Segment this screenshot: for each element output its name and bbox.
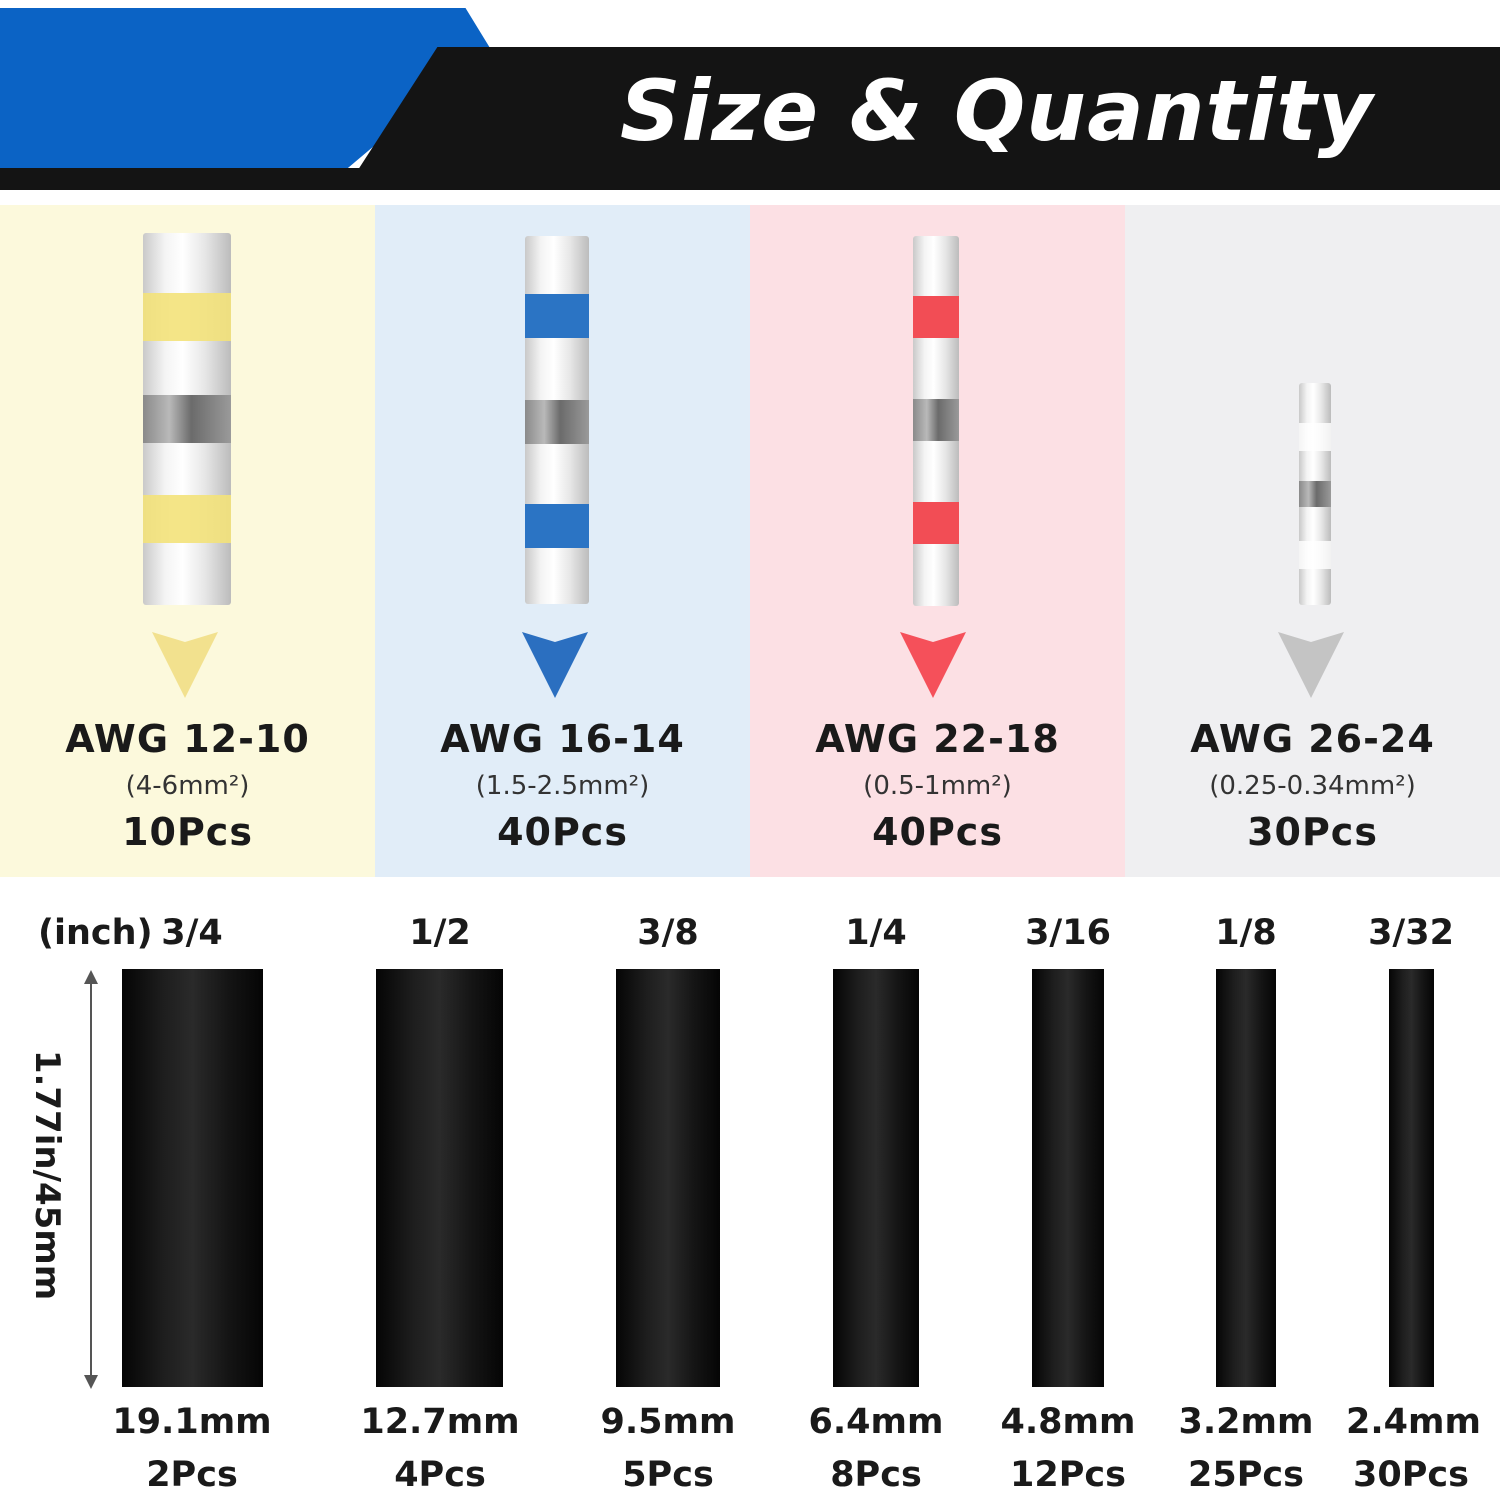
length-dimension-line <box>90 973 92 1383</box>
solder-band-bottom <box>913 502 959 544</box>
quantity-label: 40Pcs <box>872 810 1003 854</box>
connector-panel-awg-12-10: AWG 12-10 (4-6mm²) 10Pcs <box>0 205 375 877</box>
butt-connector-red-icon <box>913 236 959 606</box>
wire-area-label: (1.5-2.5mm²) <box>475 771 650 801</box>
connector-panel-awg-26-24: AWG 26-24 (0.25-0.34mm²) 30Pcs <box>1125 205 1500 877</box>
tube-diameter: 19.1mm <box>112 1402 272 1442</box>
tube-item: 3/4 19.1mm 2Pcs <box>112 880 272 1500</box>
tube-size-inch: 3/4 <box>161 913 223 953</box>
tube-quantity: 25Pcs <box>1188 1455 1304 1495</box>
connector-panel-awg-16-14: AWG 16-14 (1.5-2.5mm²) 40Pcs <box>375 205 750 877</box>
solder-band-top <box>143 293 231 341</box>
tube-size-inch: 1/8 <box>1215 913 1277 953</box>
connector-panels: AWG 12-10 (4-6mm²) 10Pcs AWG 16-14 (1.5-… <box>0 205 1500 877</box>
tube-size-inch: 1/4 <box>845 913 907 953</box>
arrow-down-icon <box>522 632 588 698</box>
tube-diameter: 4.8mm <box>1000 1402 1136 1442</box>
solder-core <box>525 400 589 444</box>
solder-band-bottom <box>143 495 231 543</box>
tube-item: 3/16 4.8mm 12Pcs <box>988 880 1148 1500</box>
unit-label: (inch) <box>38 913 153 953</box>
heat-shrink-tube-icon <box>122 969 263 1387</box>
length-dimension-label: 1.77in/45mm <box>27 1049 67 1301</box>
arrow-down-icon <box>900 632 966 698</box>
heat-shrink-tube-icon <box>833 969 919 1387</box>
tube-diameter: 12.7mm <box>360 1402 520 1442</box>
header-banner: Size & Quantity <box>0 0 1500 195</box>
solder-core <box>913 399 959 441</box>
butt-connector-blue-icon <box>525 236 589 604</box>
awg-label: AWG 12-10 <box>65 717 310 761</box>
heat-shrink-tube-icon <box>1216 969 1276 1387</box>
tube-quantity: 30Pcs <box>1353 1455 1469 1495</box>
quantity-label: 30Pcs <box>1247 810 1378 854</box>
tube-item: 3/8 9.5mm 5Pcs <box>588 880 748 1500</box>
tube-size-inch: 1/2 <box>409 913 471 953</box>
arrow-down-icon <box>84 1375 98 1389</box>
solder-band-top <box>1299 423 1331 451</box>
heat-shrink-tube-icon <box>1389 969 1434 1387</box>
tube-quantity: 5Pcs <box>622 1455 714 1495</box>
tube-diameter: 9.5mm <box>600 1402 736 1442</box>
heat-shrink-tubing-section: (inch) 1.77in/45mm 3/4 19.1mm 2Pcs 1/2 1… <box>0 880 1500 1500</box>
banner-black-stripe <box>345 47 1500 190</box>
wire-area-label: (4-6mm²) <box>125 771 250 801</box>
tube-diameter: 2.4mm <box>1346 1402 1481 1442</box>
tube-quantity: 2Pcs <box>146 1455 238 1495</box>
solder-core <box>143 395 231 443</box>
tube-size-inch: 3/8 <box>637 913 699 953</box>
tube-item: 1/8 3.2mm 25Pcs <box>1166 880 1326 1500</box>
tube-size-inch: 3/32 <box>1368 913 1454 953</box>
solder-band-bottom <box>525 504 589 548</box>
page-title: Size & Quantity <box>620 62 1374 160</box>
quantity-label: 40Pcs <box>497 810 628 854</box>
tube-diameter: 6.4mm <box>808 1402 944 1442</box>
solder-band-top <box>913 296 959 338</box>
connector-panel-awg-22-18: AWG 22-18 (0.5-1mm²) 40Pcs <box>750 205 1125 877</box>
tube-size-inch: 3/16 <box>1025 913 1111 953</box>
awg-label: AWG 16-14 <box>440 717 685 761</box>
tube-quantity: 12Pcs <box>1010 1455 1126 1495</box>
tube-item: 1/2 12.7mm 4Pcs <box>360 880 520 1500</box>
butt-connector-yellow-icon <box>143 233 231 605</box>
tube-quantity: 8Pcs <box>830 1455 922 1495</box>
tube-item: 1/4 6.4mm 8Pcs <box>796 880 956 1500</box>
awg-label: AWG 26-24 <box>1190 717 1435 761</box>
wire-area-label: (0.5-1mm²) <box>863 771 1012 801</box>
solder-band-bottom <box>1299 541 1331 569</box>
solder-band-top <box>525 294 589 338</box>
solder-core <box>1299 481 1331 507</box>
arrow-down-icon <box>1278 632 1344 698</box>
tube-item: 3/32 2.4mm 30Pcs <box>1346 880 1481 1500</box>
tube-quantity: 4Pcs <box>394 1455 486 1495</box>
banner-divider <box>0 168 1500 190</box>
butt-connector-clear-icon <box>1299 383 1331 605</box>
heat-shrink-tube-icon <box>376 969 503 1387</box>
arrow-down-icon <box>152 632 218 698</box>
quantity-label: 10Pcs <box>122 810 253 854</box>
awg-label: AWG 22-18 <box>815 717 1060 761</box>
tube-diameter: 3.2mm <box>1178 1402 1314 1442</box>
heat-shrink-tube-icon <box>616 969 720 1387</box>
heat-shrink-tube-icon <box>1032 969 1104 1387</box>
wire-area-label: (0.25-0.34mm²) <box>1209 771 1416 801</box>
